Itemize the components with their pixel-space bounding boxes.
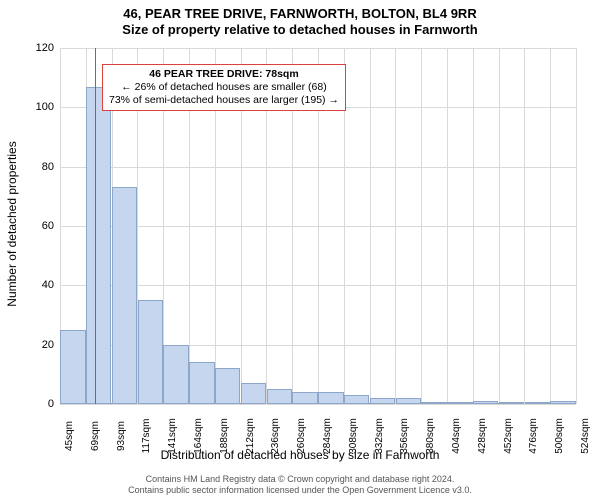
histogram-bar (318, 392, 343, 404)
histogram-bar (267, 389, 292, 404)
ytick-label: 120 (36, 42, 60, 54)
histogram-bar (112, 187, 137, 404)
histogram-bar (396, 398, 421, 404)
gridline-h (60, 404, 576, 405)
y-axis-label: Number of detached properties (5, 141, 19, 306)
property-marker-line (95, 48, 96, 404)
ytick-label: 40 (42, 279, 60, 291)
ytick-label: 0 (48, 398, 60, 410)
histogram-bar (499, 402, 524, 404)
gridline-v (447, 48, 448, 404)
ytick-label: 80 (42, 161, 60, 173)
plot-area: 02040608010012045sqm69sqm93sqm117sqm141s… (60, 48, 576, 404)
histogram-bar (447, 402, 472, 404)
xtick-label: 93sqm (112, 421, 127, 451)
gridline-v (499, 48, 500, 404)
ytick-label: 60 (42, 220, 60, 232)
histogram-bar (421, 402, 446, 404)
gridline-v (576, 48, 577, 404)
footer-line1: Contains HM Land Registry data © Crown c… (0, 474, 600, 485)
subtitle: Size of property relative to detached ho… (0, 22, 600, 38)
histogram-bar (86, 87, 111, 404)
histogram-bar (473, 401, 498, 404)
histogram-bar (550, 401, 575, 404)
titles: 46, PEAR TREE DRIVE, FARNWORTH, BOLTON, … (0, 0, 600, 37)
address-title: 46, PEAR TREE DRIVE, FARNWORTH, BOLTON, … (0, 6, 600, 22)
gridline-v (395, 48, 396, 404)
histogram-bar (138, 300, 163, 404)
gridline-v (524, 48, 525, 404)
histogram-bar (525, 402, 550, 404)
xtick-label: 69sqm (86, 421, 101, 451)
histogram-bar (163, 345, 188, 404)
footer-line2: Contains public sector information licen… (0, 485, 600, 496)
gridline-v (370, 48, 371, 404)
footer-attribution: Contains HM Land Registry data © Crown c… (0, 474, 600, 496)
ytick-label: 100 (36, 101, 60, 113)
gridline-v (421, 48, 422, 404)
gridline-v (473, 48, 474, 404)
histogram-bar (241, 383, 266, 404)
property-annotation-box: 46 PEAR TREE DRIVE: 78sqm ← 26% of detac… (102, 64, 346, 111)
histogram-bar (292, 392, 317, 404)
gridline-v (550, 48, 551, 404)
chart-container: 46, PEAR TREE DRIVE, FARNWORTH, BOLTON, … (0, 0, 600, 500)
histogram-bar (370, 398, 395, 404)
histogram-bar (189, 362, 214, 404)
xtick-label: 45sqm (60, 421, 75, 451)
annotation-line3: 73% of semi-detached houses are larger (… (109, 94, 339, 107)
annotation-line2: ← 26% of detached houses are smaller (68… (109, 81, 339, 94)
histogram-bar (60, 330, 85, 404)
histogram-bar (215, 368, 240, 404)
histogram-bar (344, 395, 369, 404)
x-axis-label: Distribution of detached houses by size … (0, 448, 600, 462)
annotation-line1: 46 PEAR TREE DRIVE: 78sqm (109, 68, 339, 81)
ytick-label: 20 (42, 339, 60, 351)
